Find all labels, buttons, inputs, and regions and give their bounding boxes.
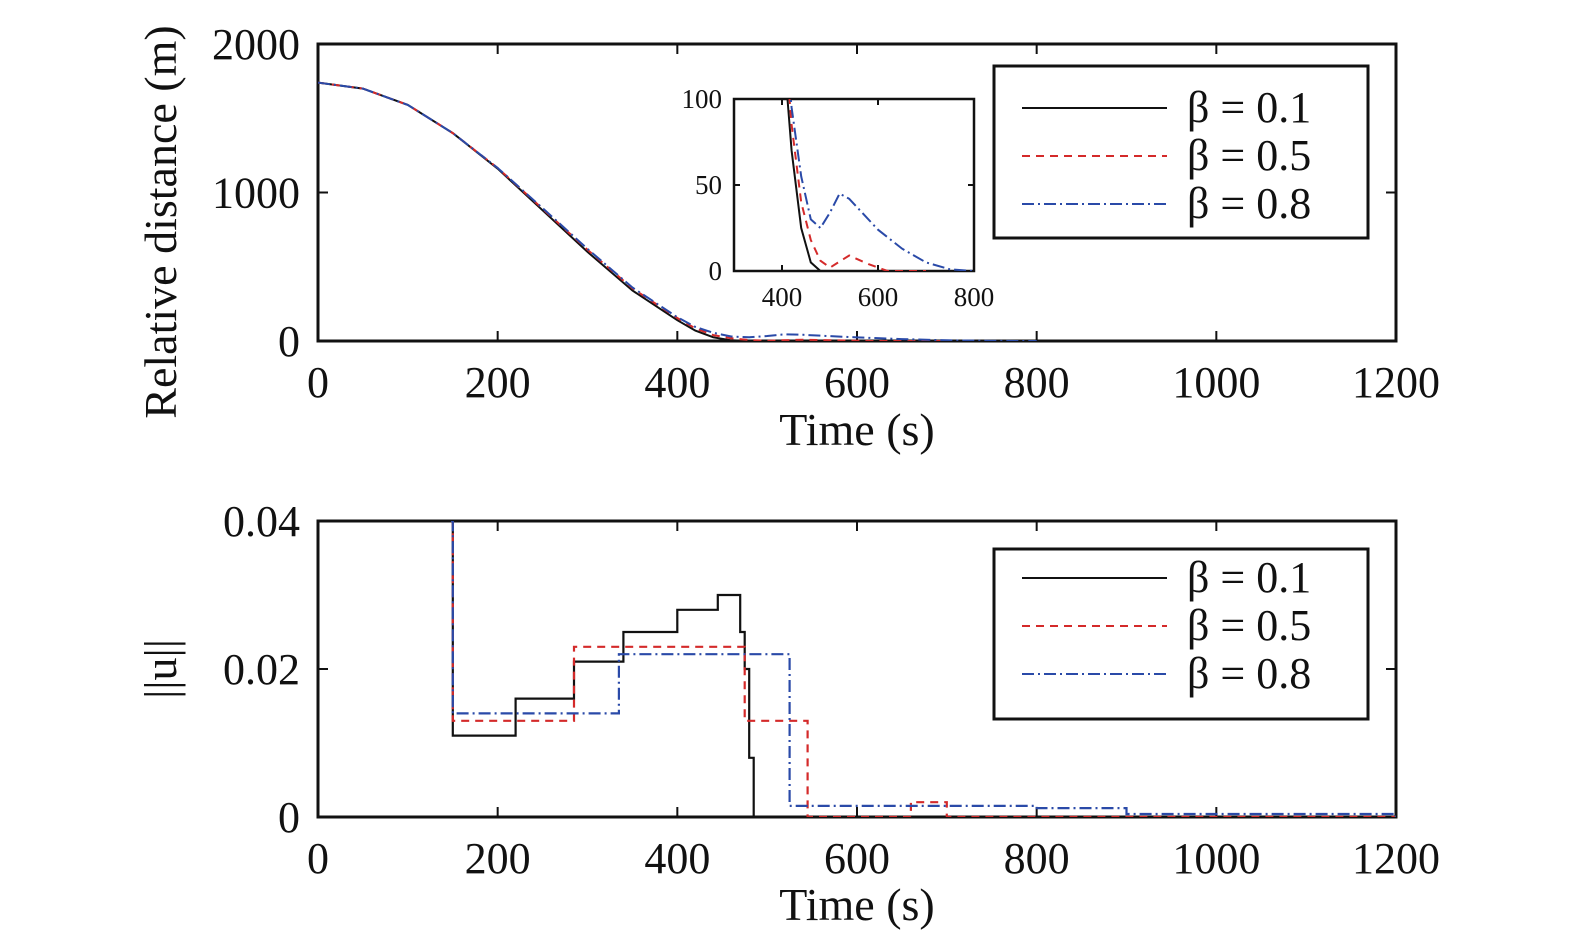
legend: β = 0.1 β = 0.5 β = 0.8 bbox=[992, 547, 1370, 721]
inset-series-lines bbox=[786, 99, 974, 271]
y-tick-label: 1000 bbox=[212, 169, 300, 218]
legend-frame bbox=[992, 547, 1370, 721]
series-lines bbox=[451, 521, 1396, 817]
x-tick-label: 800 bbox=[1004, 358, 1070, 407]
y-axis-label: Relative distance (m) bbox=[135, 25, 186, 418]
inset-axis-ticks: 400 600 800 0 50 100 bbox=[682, 84, 995, 312]
x-axis-label: Time (s) bbox=[779, 404, 935, 455]
y-tick-label: 0 bbox=[278, 793, 300, 842]
legend-label-beta-0.1: β = 0.1 bbox=[1187, 83, 1311, 132]
axis-ticks: 0 200 400 600 800 1000 1200 0 0.02 0.04 bbox=[223, 497, 1440, 883]
legend-label-beta-0.5: β = 0.5 bbox=[1187, 131, 1311, 180]
x-tick-label: 1200 bbox=[1352, 358, 1440, 407]
y-tick-label: 2000 bbox=[212, 20, 300, 69]
legend: β = 0.1 β = 0.5 β = 0.8 bbox=[992, 64, 1370, 240]
inset-x-tick-label: 800 bbox=[954, 282, 995, 312]
y-tick-label: 0.02 bbox=[223, 645, 300, 694]
legend-label-beta-0.8: β = 0.8 bbox=[1187, 649, 1311, 698]
inset-x-tick-label: 600 bbox=[858, 282, 899, 312]
x-tick-label: 1200 bbox=[1352, 834, 1440, 883]
x-axis-label: Time (s) bbox=[779, 879, 935, 930]
x-tick-label: 800 bbox=[1004, 834, 1070, 883]
series-line bbox=[451, 521, 1396, 817]
x-tick-label: 400 bbox=[644, 358, 710, 407]
inset-frame bbox=[732, 97, 976, 273]
inset-chart: 400 600 800 0 50 100 bbox=[682, 84, 995, 312]
legend-label-beta-0.1: β = 0.1 bbox=[1187, 553, 1311, 602]
series-lines bbox=[318, 81, 1037, 341]
legend-label-beta-0.5: β = 0.5 bbox=[1187, 601, 1311, 650]
x-tick-label: 1000 bbox=[1172, 358, 1260, 407]
inset-y-tick-label: 0 bbox=[709, 256, 723, 286]
inset-x-tick-label: 400 bbox=[762, 282, 803, 312]
x-tick-label: 600 bbox=[824, 834, 890, 883]
x-tick-label: 200 bbox=[465, 834, 531, 883]
y-tick-label: 0.04 bbox=[223, 497, 300, 546]
y-tick-label: 0 bbox=[278, 317, 300, 366]
x-tick-label: 0 bbox=[307, 358, 329, 407]
series-line bbox=[451, 521, 1396, 817]
y-axis-label: ||u|| bbox=[135, 639, 186, 699]
x-tick-label: 1000 bbox=[1172, 834, 1260, 883]
legend-label-beta-0.8: β = 0.8 bbox=[1187, 179, 1311, 228]
x-tick-label: 0 bbox=[307, 834, 329, 883]
legend-frame bbox=[992, 64, 1370, 240]
series-line bbox=[318, 81, 1037, 341]
inset-y-tick-label: 50 bbox=[695, 170, 722, 200]
x-tick-label: 200 bbox=[465, 358, 531, 407]
x-tick-label: 400 bbox=[644, 834, 710, 883]
series-line bbox=[789, 99, 974, 271]
x-tick-label: 600 bbox=[824, 358, 890, 407]
inset-y-tick-label: 100 bbox=[682, 84, 723, 114]
